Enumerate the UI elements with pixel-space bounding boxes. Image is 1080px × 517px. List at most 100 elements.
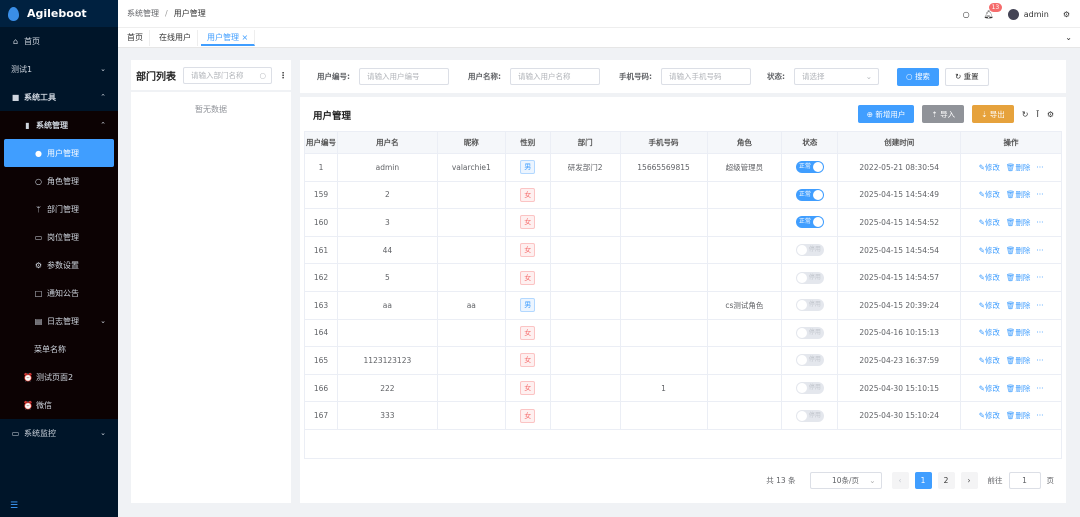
phone-input[interactable]: 请输入手机号码 bbox=[661, 68, 751, 85]
density-icon[interactable]: Ī bbox=[1036, 109, 1039, 119]
logo[interactable]: Agileboot bbox=[0, 0, 118, 27]
table-row[interactable]: 1 admin valarchie1 男 研发部门2 15665569815 超… bbox=[304, 153, 1062, 182]
edit-button[interactable]: ✎修改 bbox=[979, 328, 1000, 337]
edit-button[interactable]: ✎修改 bbox=[979, 163, 1000, 172]
tab-home[interactable]: 首页 bbox=[121, 29, 150, 46]
chevron-down-icon[interactable]: ⌄ bbox=[1065, 33, 1072, 42]
sidebar-item-test-page2[interactable]: ⏰ 测试页面2 bbox=[0, 363, 118, 391]
sidebar-item-config[interactable]: ⚙ 参数设置 bbox=[0, 251, 118, 279]
status-switch[interactable]: 停用 bbox=[795, 382, 824, 395]
table-row[interactable]: 162 5 女 停用 2025-04-15 14:54:57 ✎修改 🗑︎删除 ··… bbox=[304, 263, 1062, 292]
username-input[interactable]: 请输入用户名称 bbox=[510, 68, 600, 85]
status-switch[interactable]: 正常 bbox=[795, 188, 824, 201]
sidebar-item-user-management[interactable]: ● 用户管理 bbox=[4, 139, 114, 167]
more-icon[interactable]: ··· bbox=[1036, 190, 1044, 200]
sidebar-item-home[interactable]: ⌂ 首页 bbox=[0, 27, 118, 55]
tab-user-management[interactable]: 用户管理 × bbox=[201, 29, 256, 46]
more-icon[interactable]: ··· bbox=[1036, 217, 1044, 227]
table-row[interactable]: 160 3 女 正常 2025-04-15 14:54:52 ✎修改 🗑︎删除 ··… bbox=[304, 208, 1062, 237]
sidebar-item-system-management[interactable]: ▮ 系统管理 ⌃ bbox=[0, 111, 118, 139]
import-button[interactable]: ⇡ 导入 bbox=[922, 105, 965, 123]
more-icon[interactable]: ··· bbox=[1036, 245, 1044, 255]
table-row[interactable]: 163 aa aa 男 cs测试角色 停用 2025-04-15 20:39:2… bbox=[304, 290, 1062, 320]
search-button[interactable]: ○ 搜索 bbox=[897, 67, 939, 86]
column-header: 性别 bbox=[504, 131, 551, 154]
delete-button[interactable]: 🗑︎删除 bbox=[1006, 301, 1031, 310]
table-row[interactable]: 167 333 女 停用 2025-04-30 15:10:24 ✎修改 🗑︎删除… bbox=[304, 401, 1062, 430]
tab-online-users[interactable]: 在线用户 bbox=[153, 29, 198, 46]
table-row[interactable]: 165 1123123123 女 停用 2025-04-23 16:37:59 … bbox=[304, 346, 1062, 375]
more-icon[interactable]: ··· bbox=[1036, 162, 1044, 172]
bell-icon[interactable]: 🔔︎ 13 bbox=[984, 2, 1003, 19]
status-switch[interactable]: 停用 bbox=[795, 244, 824, 257]
edit-button[interactable]: ✎修改 bbox=[979, 384, 1000, 393]
table-row[interactable]: 164 女 停用 2025-04-16 10:15:13 ✎修改 🗑︎删除 ··· bbox=[304, 318, 1062, 348]
add-user-button[interactable]: ⊕ 新增用户 bbox=[857, 105, 915, 123]
table-row[interactable]: 166 222 女 1 停用 2025-04-30 15:10:15 ✎修改 🗑︎… bbox=[304, 373, 1062, 403]
user-menu[interactable]: admin bbox=[1007, 8, 1049, 20]
goto-page-input[interactable]: 1 bbox=[1008, 472, 1041, 489]
prev-page-button[interactable]: ‹ bbox=[891, 472, 909, 489]
delete-button[interactable]: 🗑︎删除 bbox=[1006, 273, 1031, 282]
sidebar-item-test1[interactable]: 测试1 ⌄ bbox=[0, 55, 118, 83]
delete-button[interactable]: 🗑︎删除 bbox=[1006, 190, 1031, 199]
more-icon[interactable]: ··· bbox=[1036, 300, 1044, 310]
page-1[interactable]: 1 bbox=[914, 472, 932, 489]
breadcrumb-item[interactable]: 系统管理 bbox=[127, 9, 159, 18]
sidebar-item-role-management[interactable]: ○ 角色管理 bbox=[0, 167, 118, 195]
sidebar-item-monitor[interactable]: ▭ 系统监控 ⌄ bbox=[0, 419, 118, 447]
sidebar-item-wechat[interactable]: ⏰ 微信 bbox=[0, 391, 118, 419]
sidebar-item-menu-name[interactable]: 菜单名称 bbox=[0, 335, 118, 363]
edit-button[interactable]: ✎修改 bbox=[979, 356, 1000, 365]
settings-icon[interactable]: ⚙ bbox=[1062, 9, 1070, 19]
more-icon[interactable]: ··· bbox=[1036, 328, 1044, 338]
sidebar-item-logs[interactable]: ▤ 日志管理 ⌄ bbox=[0, 307, 118, 335]
delete-button[interactable]: 🗑︎删除 bbox=[1006, 246, 1031, 255]
status-select[interactable]: 请选择 ⌄ bbox=[794, 68, 879, 85]
page-size-select[interactable]: 10条/页 ⌄ bbox=[809, 472, 882, 489]
status-switch[interactable]: 停用 bbox=[795, 354, 824, 367]
edit-button[interactable]: ✎修改 bbox=[979, 411, 1000, 420]
status-switch[interactable]: 正常 bbox=[795, 216, 824, 229]
sidebar-item-post-management[interactable]: ▭ 岗位管理 bbox=[0, 223, 118, 251]
sidebar-item-system-tools[interactable]: ■ 系统工具 ⌃ bbox=[0, 83, 118, 111]
status-switch[interactable]: 停用 bbox=[795, 409, 824, 422]
refresh-icon[interactable]: ↻ bbox=[1021, 109, 1029, 119]
status-switch[interactable]: 停用 bbox=[795, 326, 824, 339]
status-switch[interactable]: 停用 bbox=[795, 299, 824, 312]
delete-button[interactable]: 🗑︎删除 bbox=[1006, 163, 1031, 172]
status-switch[interactable]: 正常 bbox=[795, 161, 824, 174]
export-button[interactable]: ⇣ 导出 bbox=[972, 105, 1014, 123]
sidebar-item-dept-management[interactable]: ᛘ 部门管理 bbox=[0, 195, 118, 223]
edit-button[interactable]: ✎修改 bbox=[979, 273, 1000, 282]
delete-button[interactable]: 🗑︎删除 bbox=[1006, 411, 1031, 420]
settings-icon[interactable]: ⚙ bbox=[1046, 109, 1054, 119]
delete-button[interactable]: 🗑︎删除 bbox=[1006, 328, 1031, 337]
close-icon[interactable]: × bbox=[241, 32, 249, 42]
edit-button[interactable]: ✎修改 bbox=[979, 246, 1000, 255]
page-2[interactable]: 2 bbox=[937, 472, 955, 489]
delete-button[interactable]: 🗑︎删除 bbox=[1006, 218, 1031, 227]
more-icon[interactable]: ··· bbox=[1036, 273, 1044, 283]
sidebar-item-notice[interactable]: □ 通知公告 bbox=[0, 279, 118, 307]
chevron-down-icon: ⌄ bbox=[100, 65, 106, 73]
edit-button[interactable]: ✎修改 bbox=[979, 218, 1000, 227]
cell-username bbox=[336, 318, 438, 348]
user-id-input[interactable]: 请输入用户编号 bbox=[359, 68, 449, 85]
collapse-sidebar-icon[interactable]: ☰ bbox=[10, 501, 19, 511]
reset-button[interactable]: ↻ 重置 bbox=[944, 67, 989, 86]
more-icon[interactable]: ··· bbox=[1036, 383, 1044, 393]
status-switch[interactable]: 停用 bbox=[795, 271, 824, 284]
more-icon[interactable]: ··· bbox=[1036, 411, 1044, 421]
table-row[interactable]: 161 44 女 停用 2025-04-15 14:54:54 ✎修改 🗑︎删除 ·… bbox=[304, 235, 1062, 265]
more-icon[interactable]: ··· bbox=[1036, 355, 1044, 365]
more-vertical-icon[interactable]: ⋮ bbox=[279, 70, 287, 80]
next-page-button[interactable]: › bbox=[960, 472, 978, 489]
delete-button[interactable]: 🗑︎删除 bbox=[1006, 384, 1031, 393]
search-icon[interactable]: ○ bbox=[962, 9, 970, 19]
dept-search-input[interactable]: 请输入部门名称 ○ bbox=[183, 66, 272, 84]
table-row[interactable]: 159 2 女 正常 2025-04-15 14:54:49 ✎修改 🗑︎删除 ··… bbox=[304, 180, 1062, 210]
edit-button[interactable]: ✎修改 bbox=[979, 190, 1000, 199]
edit-button[interactable]: ✎修改 bbox=[979, 301, 1000, 310]
delete-button[interactable]: 🗑︎删除 bbox=[1006, 356, 1031, 365]
